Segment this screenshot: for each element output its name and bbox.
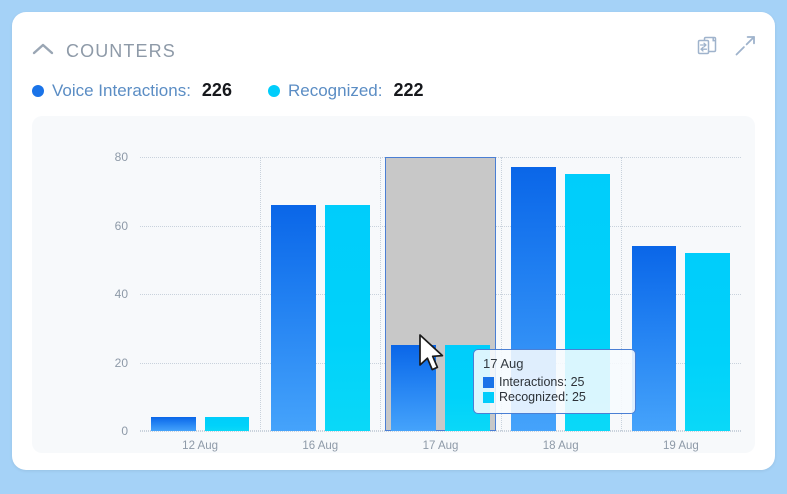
x-axis-tick-label: 17 Aug [422,440,459,452]
tooltip-swatch-interactions [483,376,494,388]
gridline-vertical [620,157,622,431]
chart-tooltip: 17 Aug Interactions: 25 Recognized: 25 [473,349,636,415]
gridline-vertical [260,157,262,431]
legend-item-interactions[interactable]: Voice Interactions: 226 [32,80,232,101]
legend-label-interactions: Voice Interactions: [52,81,191,100]
legend-label-recognized: Recognized: [287,81,383,100]
tooltip-row-recognized: Recognized: 25 [483,390,626,405]
tooltip-row-interactions: Interactions: 25 [483,375,626,390]
tooltip-swatch-recognized [483,392,494,404]
y-axis-tick-label: 40 [114,287,128,301]
y-axis-tick-label: 20 [114,355,128,370]
chevron-up-icon[interactable] [32,42,54,56]
expand-icon[interactable] [733,34,757,63]
bar-group[interactable] [145,157,256,431]
x-axis-tick-label: 16 Aug [302,440,339,452]
y-axis-tick-label: 80 [114,150,128,164]
legend-value-recognized: 222 [393,80,424,100]
bar-interactions[interactable] [631,246,677,431]
x-axis-tick-label: 19 Aug [662,440,699,452]
bar-chart-plot[interactable]: 0 20 40 60 80 12 Aug 16 Aug 17 Aug 18 Aug 19 Aug [115,150,741,452]
y-axis-tick-label: 0 [121,424,128,438]
tooltip-title: 17 Aug [483,356,524,371]
page-title: COUNTERS [66,41,176,61]
x-axis-tick-label: 12 Aug [182,440,219,452]
copy-data-icon[interactable] [695,34,719,63]
bar-recognized[interactable] [324,204,370,431]
tooltip-label-interactions: Interactions: 25 [499,374,585,389]
gridline-horizontal [140,431,741,432]
x-axis-tick-label: 18 Aug [542,440,579,452]
legend-item-recognized[interactable]: Recognized: 222 [267,80,424,101]
chart-panel: 0 20 40 60 80 12 Aug 16 Aug 17 Aug 18 Aug 19 Aug … [32,116,755,453]
bar-recognized[interactable] [685,252,731,431]
card-header: COUNTERS [12,12,775,68]
tooltip-label-recognized: Recognized: 25 [499,390,586,405]
gridline-vertical [500,157,502,431]
legend-value-interactions: 226 [201,80,232,100]
bar-interactions[interactable] [271,204,316,431]
counters-card: COUNTERS [12,12,775,470]
gridline-vertical [380,157,382,431]
bar-interactions[interactable] [150,417,196,431]
legend: Voice Interactions: 226 Recognized: 222 [32,80,424,101]
header-actions [695,34,757,63]
bar-interactions[interactable] [391,345,437,431]
legend-dot-interactions [32,85,44,97]
y-axis-tick-label: 60 [114,218,128,233]
bar-recognized[interactable] [204,417,250,431]
legend-dot-recognized [267,85,280,97]
